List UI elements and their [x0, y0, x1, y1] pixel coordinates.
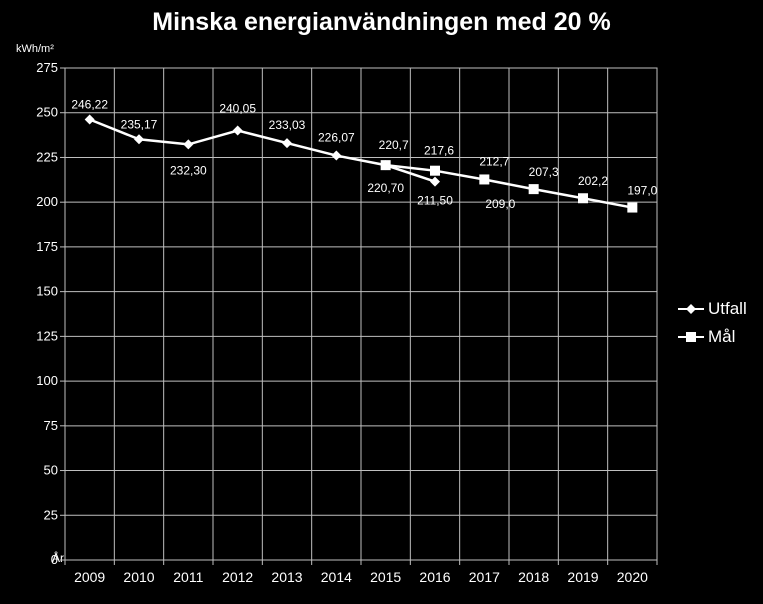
- y-tick-label: 50: [44, 463, 58, 478]
- data-label: 235,17: [121, 117, 158, 131]
- x-tick-label: 2012: [222, 569, 253, 585]
- x-tick-label: 2019: [567, 569, 598, 585]
- data-label: 240,05: [219, 102, 256, 116]
- data-point-utfall: [84, 114, 95, 125]
- x-tick-label: 2015: [370, 569, 401, 585]
- data-label: 209,0: [485, 197, 515, 211]
- chart-title: Minska energianvändningen med 20 %: [152, 8, 611, 36]
- data-point-utfall: [183, 139, 194, 150]
- square-marker-icon: [678, 332, 704, 342]
- data-label: 212,7: [479, 154, 509, 168]
- legend-item-utfall: Utfall: [678, 295, 747, 323]
- y-tick-label: 150: [36, 284, 58, 299]
- data-point-mal: [578, 193, 588, 204]
- data-point-mal: [479, 174, 490, 185]
- legend: Utfall Mål: [678, 295, 747, 351]
- legend-label-utfall: Utfall: [708, 299, 747, 318]
- y-tick-label: 125: [36, 328, 58, 343]
- data-label: 246,22: [71, 97, 108, 111]
- y-tick-label: 200: [36, 194, 58, 209]
- data-label: 226,07: [318, 131, 355, 145]
- series-line-mal: [385, 163, 633, 209]
- y-tick-label: 175: [36, 239, 58, 254]
- data-point-mal: [627, 202, 638, 213]
- y-axis-label: kWh/m²: [16, 43, 54, 55]
- data-label: 220,70: [367, 181, 404, 195]
- x-tick-label: 2010: [123, 569, 154, 585]
- data-label: 232,30: [170, 163, 207, 177]
- y-tick-label: 250: [36, 105, 58, 120]
- data-point-utfall: [282, 138, 292, 149]
- x-tick-label: 2013: [271, 569, 302, 585]
- data-point-utfall: [430, 176, 440, 187]
- x-tick-label: 2017: [469, 569, 500, 585]
- data-point-utfall: [134, 134, 144, 145]
- data-point-mal: [380, 160, 391, 171]
- legend-label-mal: Mål: [708, 327, 736, 346]
- diamond-marker-icon: [678, 304, 704, 314]
- data-label: 197,0: [627, 184, 657, 198]
- data-point-utfall: [232, 125, 243, 136]
- data-label: 207,3: [529, 165, 559, 179]
- data-label: 202,2: [578, 174, 608, 188]
- data-label: 233,03: [269, 118, 306, 132]
- y-tick-label: 25: [44, 507, 58, 522]
- y-tick-label: 75: [44, 418, 58, 433]
- x-axis-label: År: [52, 551, 64, 565]
- data-point-utfall: [331, 150, 342, 161]
- data-label: 217,6: [424, 144, 454, 158]
- data-label: 211,50: [417, 194, 453, 208]
- x-tick-label: 2020: [617, 569, 648, 585]
- x-tick-label: 2009: [74, 569, 105, 585]
- x-tick-label: 2011: [173, 569, 203, 585]
- data-point-mal: [430, 165, 440, 176]
- y-tick-label: 100: [36, 373, 58, 388]
- x-tick-label: 2016: [419, 569, 450, 585]
- y-tick-label: 275: [36, 60, 58, 75]
- legend-item-mal: Mål: [678, 323, 747, 351]
- y-tick-label: 0: [51, 552, 58, 567]
- series-line-utfall: [89, 118, 436, 183]
- data-label: 220,7: [379, 138, 409, 152]
- data-point-mal: [528, 184, 539, 195]
- y-tick-label: 225: [36, 149, 58, 164]
- x-tick-label: 2018: [518, 569, 549, 585]
- x-tick-label: 2014: [321, 569, 352, 585]
